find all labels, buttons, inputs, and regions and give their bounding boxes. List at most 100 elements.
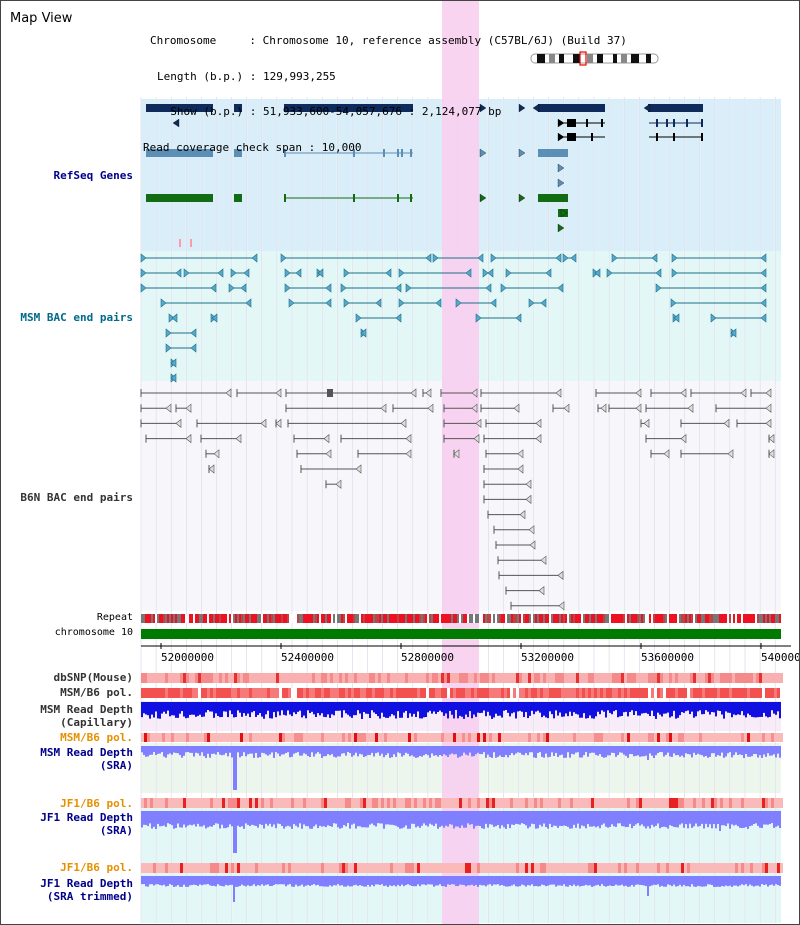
ideogram-band [613, 54, 617, 63]
msm-b6-pol2-cell [627, 733, 630, 742]
repeat-block [559, 614, 561, 623]
dbsnp-cell [279, 673, 282, 683]
msm-depth-capillary-bar [639, 702, 641, 716]
jf1-depth-trimmed-bar [555, 876, 557, 887]
msm-depth-capillary-bar [387, 702, 389, 718]
msm-b6-pol-cell [537, 688, 540, 698]
jf1-pol2-cell [366, 863, 369, 873]
msm-depth-sra-bar [649, 746, 651, 754]
track-label-refseq[interactable]: RefSeq Genes [53, 169, 133, 182]
ideogram-band [587, 54, 593, 63]
track-label-b6n-bac[interactable]: B6N BAC end pairs [20, 491, 133, 504]
msm-depth-sra-bar [509, 746, 511, 756]
msm-depth-capillary-bar [401, 702, 403, 718]
msm-depth-capillary-bar [525, 702, 527, 713]
gene-row2-exon [666, 119, 668, 127]
jf1-depth-trimmed-bar [457, 876, 459, 887]
jf1-pol2-cell [294, 863, 297, 873]
track-label-msm-b6-pol[interactable]: MSM/B6 pol. [60, 686, 133, 699]
repeat-block [221, 614, 223, 623]
track-label-msm-depth-capillary[interactable]: MSM Read Depth [40, 703, 133, 716]
jf1-depth-sra-bar [635, 811, 637, 825]
dbsnp-cell [585, 673, 588, 683]
track-label-msm-b6-pol-2[interactable]: MSM/B6 pol. [60, 731, 133, 744]
msm-bac-pair-end [487, 268, 494, 278]
dbsnp-cell [633, 673, 636, 683]
jf1-pol-cell [330, 798, 333, 808]
msm-depth-sra-bar [309, 746, 311, 758]
jf1-depth-trimmed-bar [387, 876, 389, 887]
msm-depth-capillary-bar [411, 702, 413, 717]
repeat-block [401, 614, 403, 623]
msm-depth-sra-bar [689, 746, 691, 755]
jf1-depth-sra-bar [195, 811, 197, 827]
jf1-depth-sra-bar [311, 811, 313, 829]
track-label-jf1-pol-2[interactable]: JF1/B6 pol. [60, 861, 133, 874]
dbsnp-cell [504, 673, 507, 683]
jf1-pol-cell [711, 798, 714, 808]
msm-depth-sra-bar [345, 746, 347, 756]
jf1-depth-trimmed-bar [539, 876, 541, 887]
dbsnp-cell [360, 673, 363, 683]
track-label-jf1-depth-trimmed[interactable]: JF1 Read Depth [40, 877, 133, 890]
jf1-pol2-cell [369, 863, 372, 873]
jf1-depth-trimmed-bar [337, 876, 339, 885]
dbsnp-cell [501, 673, 504, 683]
jf1-pol-cell [651, 798, 654, 808]
repeat-block [429, 614, 431, 623]
msm-depth-capillary-bar [395, 702, 397, 719]
jf1-pol-cell [177, 798, 180, 808]
jf1-depth-sra-bar [173, 811, 175, 829]
msm-b6-pol-cell [555, 688, 558, 698]
track-label-jf1-depth-sra[interactable]: JF1 Read Depth [40, 811, 133, 824]
dbsnp-cell [642, 673, 645, 683]
chromosome-info: Chromosome : Chromosome 10, reference as… [150, 34, 627, 47]
jf1-depth-trimmed-bar [419, 876, 421, 887]
jf1-depth-sra-bar [411, 811, 413, 824]
repeat-block [753, 614, 755, 623]
msm-b6-pol-cell [414, 688, 417, 698]
msm-depth-sra-bar [611, 746, 613, 753]
jf1-depth-sra-bar [263, 811, 265, 829]
jf1-depth-trimmed-bar [253, 876, 255, 885]
msm-b6-pol-cell [294, 688, 297, 698]
gene-row7-strand-arrow [479, 193, 487, 203]
jf1-depth-trimmed-bar [261, 876, 263, 885]
jf1-depth-trimmed-bar [163, 876, 165, 885]
msm-depth-capillary-bar [613, 702, 615, 712]
track-label-msm-bac[interactable]: MSM BAC end pairs [20, 311, 133, 324]
track-label-msm-depth-sra[interactable]: MSM Read Depth [40, 746, 133, 759]
jf1-depth-trimmed-bar [277, 876, 279, 885]
msm-depth-sra-bar [475, 746, 477, 755]
repeat-block [403, 614, 405, 623]
repeat-block [155, 614, 157, 623]
dbsnp-cell [666, 673, 669, 683]
repeat-block [425, 614, 427, 623]
repeat-block [499, 614, 501, 623]
jf1-pol-cell [513, 798, 516, 808]
jf1-depth-sra-bar [357, 811, 359, 827]
msm-depth-sra-bar [313, 746, 315, 757]
dbsnp-cell [624, 673, 627, 683]
msm-b6-pol-cell [399, 688, 402, 698]
jf1-depth-trimmed-bar [307, 876, 309, 885]
track-label-jf1-pol[interactable]: JF1/B6 pol. [60, 797, 133, 810]
repeat-block [381, 614, 383, 623]
msm-depth-capillary-bar [389, 702, 391, 717]
msm-depth-capillary-bar [245, 702, 247, 716]
track-label-dbsnp[interactable]: dbSNP(Mouse) [53, 671, 133, 684]
jf1-depth-trimmed-bar [453, 876, 455, 885]
jf1-pol2-cell [153, 863, 156, 873]
jf1-pol-cell [141, 798, 144, 808]
jf1-pol-cell [378, 798, 381, 808]
msm-depth-sra-bar [373, 746, 375, 757]
msm-depth-capillary-bar [373, 702, 375, 713]
dbsnp-cell [573, 673, 576, 683]
msm-depth-capillary-bar [351, 702, 353, 718]
msm-depth-capillary-bar [541, 702, 543, 718]
msm-b6-pol2-cell [186, 733, 189, 742]
msm-depth-capillary-bar [643, 702, 645, 714]
jf1-depth-trimmed-bar [255, 876, 257, 887]
msm-bac-pair-end [395, 283, 402, 293]
